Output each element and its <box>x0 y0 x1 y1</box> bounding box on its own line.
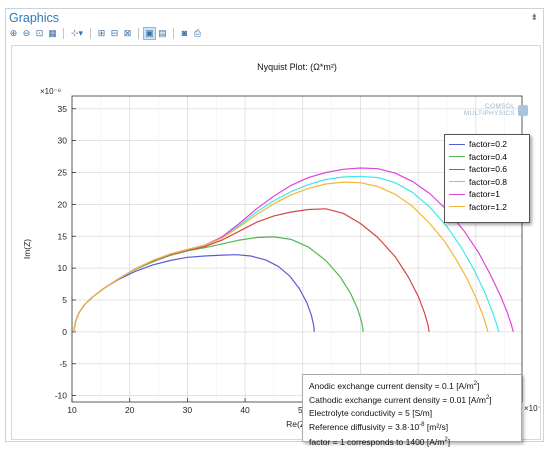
legend-label: factor=0.4 <box>469 151 508 162</box>
graphics-toolbar: ⊕ ⊖ ⊡ ▦ ⊹▾ ⊞ ⊟ ⊠ ▣ ▤ ◙ ⎙ <box>8 26 203 40</box>
legend-item: factor=1 <box>445 188 529 201</box>
logo-line1: COMSOL <box>485 103 515 110</box>
plot-canvas[interactable]: Nyquist Plot: (Ω*m²)1020304050607080-10-… <box>11 45 545 447</box>
info-text: factor = 1 corresponds to 1400 [A/m <box>309 436 445 447</box>
chart-title: Nyquist Plot: (Ω*m²) <box>257 62 337 72</box>
x-axis-label: Re(Z) <box>286 419 308 429</box>
logo-cube-icon <box>518 105 528 116</box>
plot-legend: factor=0.2 factor=0.4 factor=0.6 factor=0.8… <box>444 134 530 223</box>
info-tail: ] <box>477 380 480 391</box>
info-text: Cathodic exchange current density = 0.01… <box>309 395 486 406</box>
legend-swatch <box>449 156 465 158</box>
info-tail: ] <box>489 395 492 406</box>
zoom-in-icon[interactable]: ⊕ <box>9 27 18 38</box>
legend-label: factor=0.2 <box>469 139 508 150</box>
info-text: Electrolyte conductivity = 5 [S/m] <box>309 407 433 418</box>
y-tick-label: 15 <box>58 231 68 241</box>
zoom-out-icon[interactable]: ⊖ <box>22 27 31 38</box>
legend-item: factor=0.6 <box>445 163 529 176</box>
y-tick-label: 30 <box>58 136 68 146</box>
legend-item: factor=0.4 <box>445 151 529 164</box>
toolbar-separator <box>138 27 139 39</box>
y-tick-label: 5 <box>62 295 67 305</box>
comsol-logo: COMSOL MULTIPHYSICS <box>457 103 531 119</box>
legend-item: factor=0.2 <box>445 138 529 151</box>
legend-label: factor=1 <box>469 189 500 200</box>
legend-label: factor=1.2 <box>469 201 508 212</box>
legend-swatch <box>449 181 465 183</box>
plot-frame <box>71 95 523 403</box>
grid-lines-icon[interactable]: ⊞ <box>97 27 106 38</box>
legend-swatch <box>449 206 465 208</box>
x-tick-label: 30 <box>183 405 193 415</box>
axis-scaling-icon[interactable]: ⊟ <box>110 27 119 38</box>
y-tick-label: 35 <box>58 104 68 114</box>
axis-orientation-icon[interactable]: ⊹▾ <box>70 27 84 38</box>
legend-swatch <box>449 168 465 170</box>
x-tick-label: 20 <box>125 405 135 415</box>
info-line: Cathodic exchange current density = 0.01… <box>309 392 515 406</box>
info-superscript: 2 <box>444 436 448 443</box>
legend-swatch <box>449 193 465 195</box>
window-title: Graphics <box>9 11 60 25</box>
y-tick-label: -10 <box>55 391 68 401</box>
info-superscript: 2 <box>485 395 490 402</box>
legend-swatch <box>449 143 465 145</box>
show-legend-icon[interactable]: ▣ <box>143 26 156 40</box>
info-superscript: 2 <box>473 381 478 387</box>
toolbar-separator <box>90 27 91 39</box>
toolbar-separator <box>173 27 174 39</box>
series-line-factor-1-2[interactable] <box>73 181 489 333</box>
image-snapshot-icon[interactable]: ◙ <box>181 27 188 38</box>
print-icon[interactable]: ⎙ <box>193 27 202 38</box>
legend-item: factor=0.8 <box>445 176 529 189</box>
toolbar-separator <box>63 27 64 39</box>
legend-label: factor=0.8 <box>469 176 508 187</box>
info-line: Reference diffusivity = 3.8·10-8 [m²/s] <box>309 419 515 433</box>
y-tick-label: 25 <box>58 168 68 178</box>
legend-label: factor=0.6 <box>469 164 508 175</box>
pin-icon[interactable]: ⇟ <box>530 12 538 22</box>
y-axis-label: Im(Z) <box>22 239 32 259</box>
zoom-extents-icon[interactable]: ▦ <box>48 27 57 38</box>
legend-item: factor=1.2 <box>445 201 529 214</box>
parameter-info-box: Anodic exchange current density = 0.1 [A… <box>302 374 522 447</box>
info-text: Anodic exchange current density = 0.1 [A… <box>309 380 474 391</box>
info-line: Electrolyte conductivity = 5 [S/m] <box>309 407 515 420</box>
y-exponent-label: ×10⁻⁶ <box>40 87 61 96</box>
y-tick-label: 10 <box>58 263 68 273</box>
zoom-box-icon[interactable]: ⊡ <box>35 27 44 38</box>
info-line: Anodic exchange current density = 0.1 [A… <box>309 378 515 392</box>
y-tick-label: -5 <box>59 359 67 369</box>
x-tick-label: 40 <box>240 405 250 415</box>
info-text: Reference diffusivity = 3.8·10 <box>309 422 420 433</box>
logo-line2: MULTIPHYSICS <box>463 110 515 117</box>
y-tick-label: 0 <box>62 327 67 337</box>
log-scale-icon[interactable]: ⊠ <box>123 27 132 38</box>
graphics-window: Graphics ⇟ ⊕ ⊖ ⊡ ▦ ⊹▾ ⊞ ⊟ ⊠ ▣ ▤ ◙ ⎙ Nyquist Plot: (… <box>5 8 545 447</box>
info-superscript: -8 <box>419 422 425 429</box>
info-line: factor = 1 corresponds to 1400 [A/m2] <box>309 434 515 448</box>
x-tick-label: 10 <box>67 405 77 415</box>
copy-plot-icon[interactable]: ▤ <box>158 27 167 38</box>
info-tail: ] <box>447 436 451 447</box>
y-tick-label: 20 <box>58 199 68 209</box>
info-tail: [m²/s] <box>424 422 449 433</box>
x-exponent-label: ×10⁻⁶ <box>524 404 540 413</box>
